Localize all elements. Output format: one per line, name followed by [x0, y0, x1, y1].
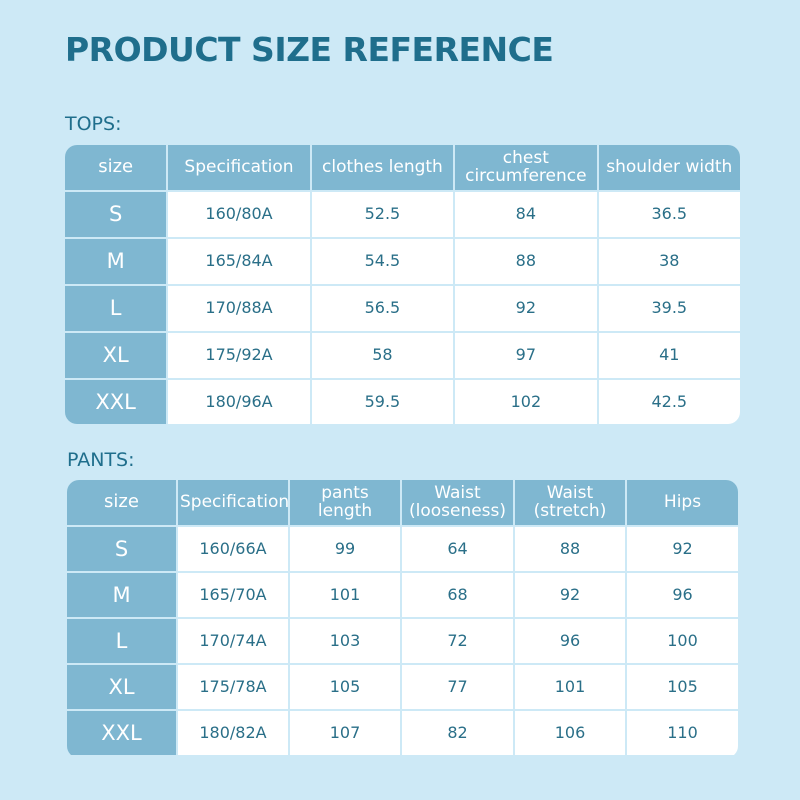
size-cell: XL — [67, 665, 176, 709]
table-cell: 105 — [627, 665, 738, 709]
table-cell: 170/74A — [178, 619, 288, 663]
table-cell: 88 — [455, 239, 597, 284]
table-cell: 101 — [290, 573, 400, 617]
pants-table: size Specification pants length Waist (loos… — [67, 480, 738, 758]
column-header: Waist (looseness) — [402, 480, 513, 525]
table-cell: 102 — [455, 380, 597, 424]
table-row: M 165/84A 54.5 88 38 — [65, 239, 740, 284]
size-cell: L — [67, 619, 176, 663]
table-cell: 107 — [290, 711, 400, 755]
column-header: size — [67, 480, 176, 525]
table-cell: 68 — [402, 573, 513, 617]
table-row: XL 175/78A 105 77 101 105 — [67, 665, 738, 709]
table-row: XXL 180/82A 107 82 106 110 — [67, 711, 738, 755]
table-cell: 92 — [455, 286, 597, 331]
table-cell: 92 — [627, 527, 738, 571]
table-cell: 100 — [627, 619, 738, 663]
table-row: S 160/80A 52.5 84 36.5 — [65, 192, 740, 237]
table-cell: 59.5 — [311, 380, 454, 424]
table-cell: 175/78A — [178, 665, 288, 709]
column-header: Specification — [178, 480, 289, 525]
table-cell: 38 — [598, 239, 740, 284]
table-cell: 160/66A — [178, 527, 288, 571]
size-cell: L — [65, 286, 167, 331]
size-cell: M — [65, 239, 167, 284]
header-row: size Specification pants length Waist (loos… — [67, 480, 738, 525]
size-cell: S — [67, 527, 176, 571]
table-row: L 170/88A 56.5 92 39.5 — [65, 286, 740, 331]
section-label: PANTS: — [67, 449, 135, 471]
table-cell: 92 — [515, 573, 625, 617]
table-cell: 165/84A — [168, 239, 310, 284]
table-cell: 82 — [402, 711, 513, 755]
table-cell: 41 — [598, 333, 740, 378]
table-cell: 77 — [402, 665, 513, 709]
size-cell: XL — [65, 333, 167, 378]
table-cell: 160/80A — [168, 192, 310, 237]
table-row: XXL 180/96A 59.5 102 42.5 — [65, 380, 740, 424]
tops-table: size Specification clothes length chest cir… — [65, 145, 740, 424]
table-row: XL 175/92A 58 97 41 — [65, 333, 740, 378]
table-cell: 96 — [515, 619, 625, 663]
size-cell: M — [67, 573, 176, 617]
size-cell: XXL — [65, 380, 167, 424]
table-cell: 106 — [515, 711, 625, 755]
table-cell: 54.5 — [311, 239, 454, 284]
column-header: Waist (stretch) — [515, 480, 625, 525]
table-cell: 39.5 — [598, 286, 740, 331]
table-row: M 165/70A 101 68 92 96 — [67, 573, 738, 617]
table-row: L 170/74A 103 72 96 100 — [67, 619, 738, 663]
size-cell: XXL — [67, 711, 176, 755]
table-cell: 64 — [402, 527, 513, 571]
table-cell: 97 — [455, 333, 597, 378]
table-cell: 84 — [455, 192, 597, 237]
table-row: S 160/66A 99 64 88 92 — [67, 527, 738, 571]
table-cell: 180/82A — [178, 711, 288, 755]
column-header: pants length — [290, 480, 400, 525]
table-cell: 88 — [515, 527, 625, 571]
table-cell: 101 — [515, 665, 625, 709]
table-cell: 99 — [290, 527, 400, 571]
table-cell: 42.5 — [598, 380, 740, 424]
table-cell: 96 — [627, 573, 738, 617]
table-cell: 180/96A — [168, 380, 310, 424]
header-row: size Specification clothes length chest cir… — [65, 145, 740, 190]
column-header: chest circumference — [455, 145, 597, 190]
size-cell: S — [65, 192, 167, 237]
title: PRODUCT SIZE REFERENCE — [65, 30, 554, 69]
column-header: size — [65, 145, 167, 190]
table-cell: 56.5 — [311, 286, 454, 331]
column-header: Hips — [627, 480, 738, 525]
table-cell: 72 — [402, 619, 513, 663]
section-label: TOPS: — [65, 113, 122, 135]
table: size Specification clothes length chest cir… — [65, 145, 740, 424]
column-header: Specification — [168, 145, 310, 190]
table-cell: 175/92A — [168, 333, 310, 378]
column-header: shoulder width — [598, 145, 740, 190]
table-cell: 170/88A — [168, 286, 310, 331]
table-cell: 105 — [290, 665, 400, 709]
table-cell: 36.5 — [598, 192, 740, 237]
table: size Specification pants length Waist (loos… — [67, 480, 738, 757]
table-cell: 103 — [290, 619, 400, 663]
table-cell: 110 — [627, 711, 738, 755]
table-cell: 165/70A — [178, 573, 288, 617]
column-header: clothes length — [311, 145, 454, 190]
table-cell: 58 — [311, 333, 454, 378]
table-cell: 52.5 — [311, 192, 454, 237]
